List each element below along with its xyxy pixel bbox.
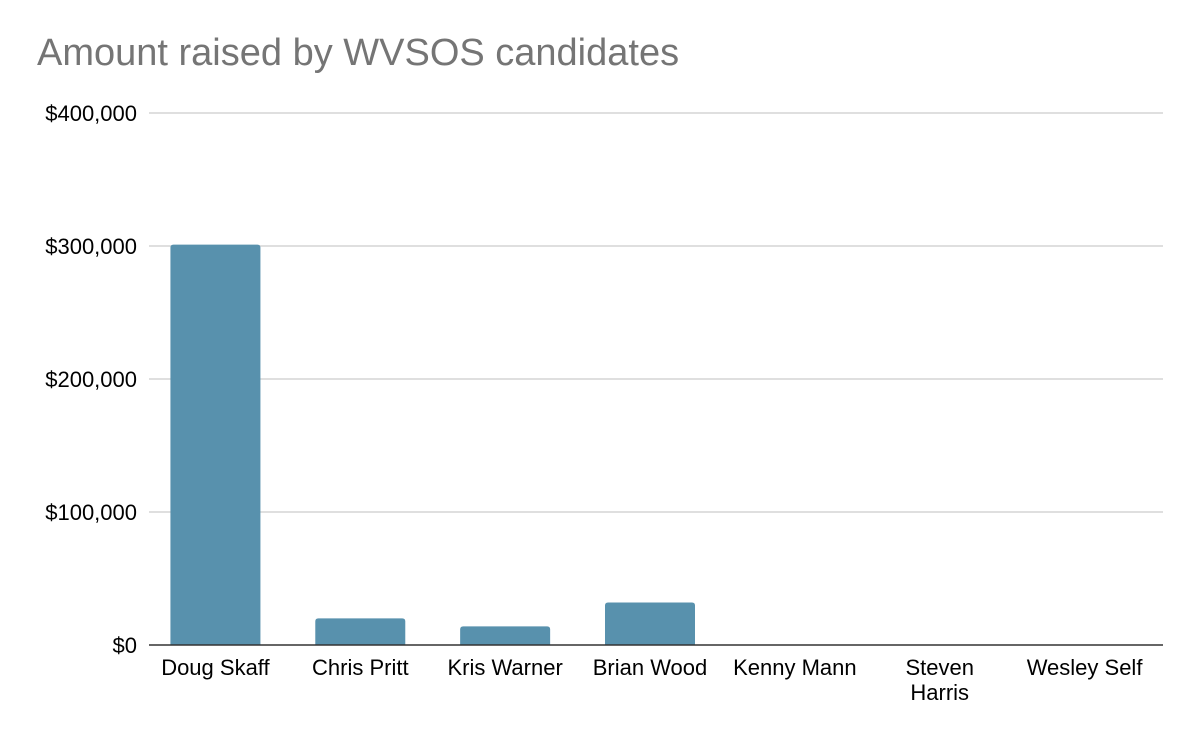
x-tick-label: Steven Harris [905,655,974,705]
y-tick-label: $100,000 [45,500,137,525]
bar [170,244,261,646]
x-tick-label: Kenny Mann [733,655,857,680]
bar [315,618,406,645]
x-tick-label: Brian Wood [593,655,708,680]
bar [605,602,695,645]
y-tick-label: $0 [113,633,137,658]
y-tick-label: $200,000 [45,367,137,392]
x-tick-label: Doug Skaff [161,655,270,680]
x-tick-label: Kris Warner [447,655,562,680]
x-tick-label: Wesley Self [1027,655,1144,680]
bar [460,626,551,645]
y-tick-label: $400,000 [45,101,137,126]
chart-title: Amount raised by WVSOS candidates [37,32,680,74]
x-tick-label: Chris Pritt [312,655,409,680]
y-tick-label: $300,000 [45,234,137,259]
